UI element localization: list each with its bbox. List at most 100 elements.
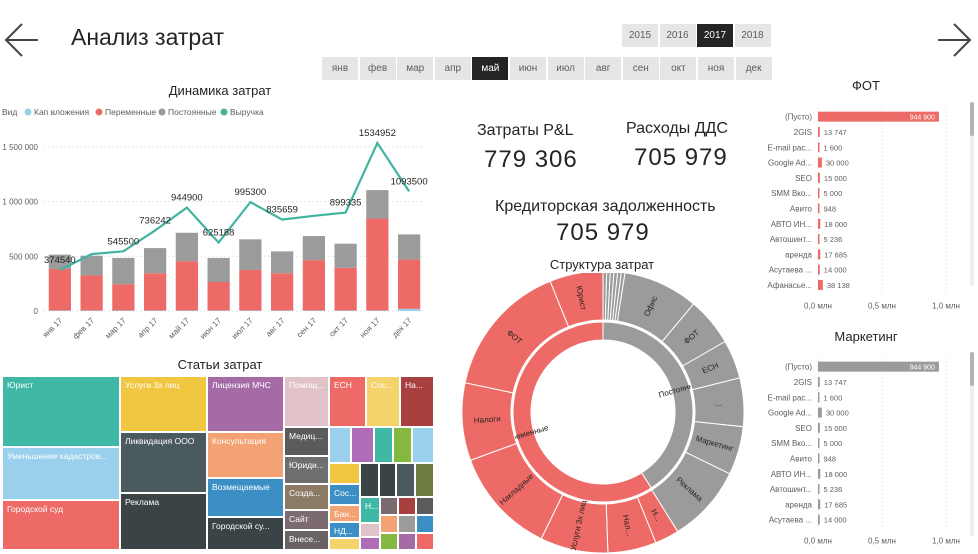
treemap-cell-label: Услуги 3х лиц bbox=[125, 380, 180, 390]
x-tick-1: янв 17 bbox=[41, 316, 65, 340]
x-tick-10: окт 17 bbox=[328, 316, 351, 339]
treemap-cell[interactable] bbox=[360, 463, 379, 497]
treemap-cell[interactable] bbox=[398, 515, 416, 533]
fot-scroll-track[interactable] bbox=[970, 102, 974, 286]
treemap-cell[interactable]: Возмещаемые bbox=[207, 478, 284, 517]
treemap-cell[interactable] bbox=[351, 427, 374, 463]
treemap-cell[interactable] bbox=[329, 427, 351, 463]
treemap-cell[interactable]: ЕСН bbox=[329, 376, 366, 427]
revenue-label-9: 1534952 bbox=[359, 128, 396, 139]
y-tick-2: 1 000 000 bbox=[2, 198, 38, 207]
month-1[interactable]: янв bbox=[322, 57, 358, 80]
treemap-cell[interactable]: Н... bbox=[360, 497, 380, 523]
month-10[interactable]: окт bbox=[660, 57, 697, 80]
treemap-cell[interactable] bbox=[393, 427, 412, 463]
treemap-cell[interactable] bbox=[416, 497, 434, 515]
treemap-cell[interactable]: Юриди... bbox=[284, 456, 329, 484]
treemap-cell[interactable] bbox=[416, 515, 434, 533]
treemap-cell[interactable]: Лицензия МЧС bbox=[207, 376, 284, 432]
back-arrow-icon[interactable] bbox=[2, 20, 42, 60]
fot-value-6: 5 000 bbox=[824, 189, 843, 198]
treemap-cell-label: Реклама bbox=[125, 497, 160, 507]
revenue-label-5: 625188 bbox=[203, 228, 235, 239]
bar-cap-3 bbox=[112, 310, 135, 311]
treemap-cell[interactable]: Внесе... bbox=[284, 530, 329, 550]
treemap-cell[interactable] bbox=[379, 463, 396, 497]
treemap-cell[interactable] bbox=[380, 515, 398, 533]
marketing-category-11: Асутаева ... bbox=[769, 516, 812, 525]
marketing-scroll-track[interactable] bbox=[970, 352, 974, 536]
treemap-cell[interactable] bbox=[329, 463, 360, 484]
marketing-scroll-thumb[interactable] bbox=[970, 352, 974, 386]
treemap-cell[interactable] bbox=[415, 463, 434, 497]
treemap-cell[interactable] bbox=[398, 497, 416, 515]
treemap-cell[interactable]: Сос... bbox=[366, 376, 400, 427]
marketing-x-tick-3: 1,0 млн bbox=[932, 536, 960, 545]
fot-category-5: SEO bbox=[795, 174, 812, 183]
forward-arrow-icon[interactable] bbox=[934, 20, 974, 60]
treemap-cell[interactable]: Созда... bbox=[284, 484, 329, 510]
month-9[interactable]: сен bbox=[622, 57, 659, 80]
year-2017[interactable]: 2017 bbox=[697, 24, 733, 47]
marketing-bar-3 bbox=[818, 392, 820, 403]
month-4[interactable]: апр bbox=[434, 57, 471, 80]
month-8[interactable]: авг bbox=[585, 57, 622, 80]
treemap-cell[interactable]: Консультация bbox=[207, 432, 284, 478]
treemap-cell[interactable] bbox=[412, 427, 434, 463]
treemap-cell[interactable] bbox=[396, 463, 415, 497]
treemap-cell[interactable] bbox=[360, 537, 380, 550]
marketing-category-7: Авито bbox=[790, 454, 813, 463]
sunburst-inner-variable[interactable] bbox=[512, 321, 652, 503]
month-5[interactable]: май bbox=[472, 57, 509, 80]
treemap-cell[interactable]: Городской су... bbox=[207, 517, 284, 550]
legend-marker-3 bbox=[158, 108, 166, 116]
treemap-cell[interactable]: Помощ... bbox=[284, 376, 329, 427]
year-2016[interactable]: 2016 bbox=[659, 24, 696, 47]
treemap-cell-label: Юрист bbox=[7, 380, 34, 390]
bar-variable-4 bbox=[144, 273, 167, 311]
treemap-cell[interactable]: Юрист bbox=[2, 376, 120, 447]
treemap-cell[interactable]: На... bbox=[400, 376, 434, 427]
treemap-cell[interactable]: Реклама bbox=[120, 493, 207, 550]
treemap-cell[interactable]: Сос... bbox=[329, 484, 360, 505]
legend-label-4: Выручка bbox=[230, 107, 264, 117]
year-2015[interactable]: 2015 bbox=[622, 24, 658, 47]
treemap-cell[interactable] bbox=[380, 533, 398, 550]
bar-fixed-2 bbox=[80, 255, 103, 276]
cost-structure-sunburst: ПостоянныеПеременныеОфисФОТЕСН...Маркети… bbox=[461, 273, 745, 554]
fot-scroll-thumb[interactable] bbox=[970, 102, 974, 136]
treemap-cell[interactable]: НД... bbox=[329, 522, 360, 538]
fot-value-12: 38 138 bbox=[827, 281, 850, 290]
treemap-cell[interactable]: Городской суд bbox=[2, 500, 120, 550]
sunburst-outer-variable-7[interactable] bbox=[549, 273, 604, 328]
month-11[interactable]: ноя bbox=[698, 57, 734, 80]
dynamics-legend: Вид Кап вложения Переменные Постоянные Выруч… bbox=[2, 107, 264, 117]
month-3[interactable]: мар bbox=[397, 57, 434, 80]
treemap-cell[interactable] bbox=[374, 427, 393, 463]
treemap-cell[interactable] bbox=[360, 523, 380, 537]
treemap-cell[interactable]: Ликвидация ООО bbox=[120, 432, 207, 493]
fot-value-3: 1 600 bbox=[824, 143, 843, 152]
fot-category-10: аренда bbox=[785, 250, 812, 259]
treemap-cell[interactable] bbox=[416, 533, 434, 550]
treemap-cell[interactable] bbox=[380, 497, 398, 515]
legend-label-1: Кап вложения bbox=[34, 107, 90, 117]
treemap-cell[interactable]: Сайт bbox=[284, 510, 329, 530]
year-2018[interactable]: 2018 bbox=[734, 24, 771, 47]
marketing-bar-6 bbox=[818, 438, 820, 449]
treemap-cell[interactable] bbox=[398, 533, 416, 550]
treemap-cell[interactable] bbox=[329, 538, 360, 550]
fot-bar-1 bbox=[818, 111, 939, 122]
month-6[interactable]: июн bbox=[510, 57, 546, 80]
treemap-cell[interactable]: Услуги 3х лиц bbox=[120, 376, 207, 432]
treemap-cell[interactable]: Уменьшение кадастров... bbox=[2, 447, 120, 500]
x-tick-11: ноя 17 bbox=[358, 316, 382, 340]
month-7[interactable]: июл bbox=[547, 57, 584, 80]
marketing-category-1: (Пусто) bbox=[785, 363, 812, 372]
fot-value-4: 30 000 bbox=[826, 159, 849, 168]
month-2[interactable]: фев bbox=[359, 57, 396, 80]
treemap-cell[interactable]: Медиц... bbox=[284, 427, 329, 456]
month-12[interactable]: дек bbox=[735, 57, 772, 80]
treemap-cell[interactable]: Бан... bbox=[329, 505, 360, 522]
y-tick-3: 1 500 000 bbox=[2, 143, 38, 152]
